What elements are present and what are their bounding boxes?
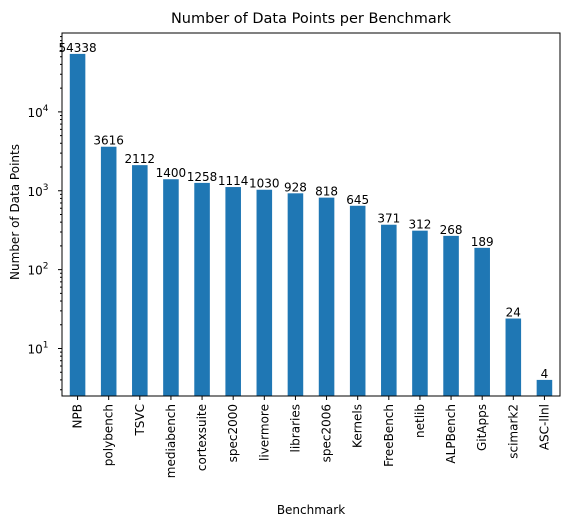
bar-asc-llnl (536, 379, 553, 396)
x-tick-label: NPB (71, 404, 85, 428)
x-tick-label: netlib (413, 404, 427, 438)
bar-npb (69, 53, 86, 397)
x-tick-label: TSVC (133, 404, 147, 437)
bar-spec2006 (318, 197, 335, 396)
data-label: 2112 (125, 152, 156, 166)
data-label: 312 (408, 218, 431, 232)
bar-gitapps (474, 247, 490, 396)
y-tick-label: 103 (27, 183, 48, 199)
bar-freebench (381, 224, 397, 396)
data-label: 818 (315, 185, 338, 199)
y-axis: 101 102 103 104 (27, 36, 62, 391)
bar-libraries (287, 193, 304, 396)
data-label: 928 (284, 180, 307, 194)
x-tick-label: spec2000 (226, 404, 240, 462)
data-label: 1400 (156, 166, 187, 180)
bar-cortexsuite (194, 182, 210, 396)
data-label: 1030 (249, 177, 280, 191)
x-axis: NPB polybench TSVC mediabench cortexsuite spe… (71, 396, 551, 478)
data-label: 24 (506, 306, 521, 320)
x-tick-label: ASC-llnl (537, 404, 551, 450)
bar-kernels (349, 205, 366, 396)
y-tick-label: 101 (27, 341, 48, 357)
bar-scimark2 (505, 318, 522, 396)
x-tick-label: scimark2 (506, 404, 520, 459)
bar-mediabench (163, 179, 179, 396)
bar-livermore (256, 189, 273, 396)
bar-alpbench (443, 235, 459, 396)
y-tick-label: 102 (27, 262, 48, 278)
chart-title: Number of Data Points per Benchmark (171, 11, 452, 27)
bar-polybench (100, 146, 117, 396)
bar-spec2000 (225, 187, 241, 396)
x-tick-label: mediabench (164, 404, 178, 478)
data-label: 3616 (93, 134, 124, 148)
data-label: 4 (541, 367, 549, 381)
data-label: 645 (346, 193, 369, 207)
data-label: 1114 (218, 174, 249, 188)
data-label: 371 (377, 212, 400, 226)
data-label: 54338 (58, 41, 96, 55)
x-tick-label: Kernels (351, 404, 365, 448)
x-tick-label: GitApps (475, 404, 489, 451)
x-tick-label: polybench (102, 404, 116, 466)
x-tick-label: ALPBench (444, 404, 458, 464)
x-axis-label: Benchmark (277, 503, 345, 517)
x-tick-label: spec2006 (320, 404, 334, 462)
x-tick-label: livermore (257, 404, 271, 461)
data-label: 268 (440, 223, 463, 237)
x-tick-label: cortexsuite (195, 404, 209, 471)
y-axis-label: Number of Data Points (8, 144, 22, 280)
y-tick-label: 104 (27, 104, 48, 120)
x-tick-label: libraries (288, 404, 302, 452)
x-tick-label: FreeBench (382, 404, 396, 467)
data-label: 1258 (187, 170, 218, 184)
data-label: 189 (471, 235, 494, 249)
bar-tsvc (132, 165, 148, 396)
bar-netlib (412, 230, 428, 396)
